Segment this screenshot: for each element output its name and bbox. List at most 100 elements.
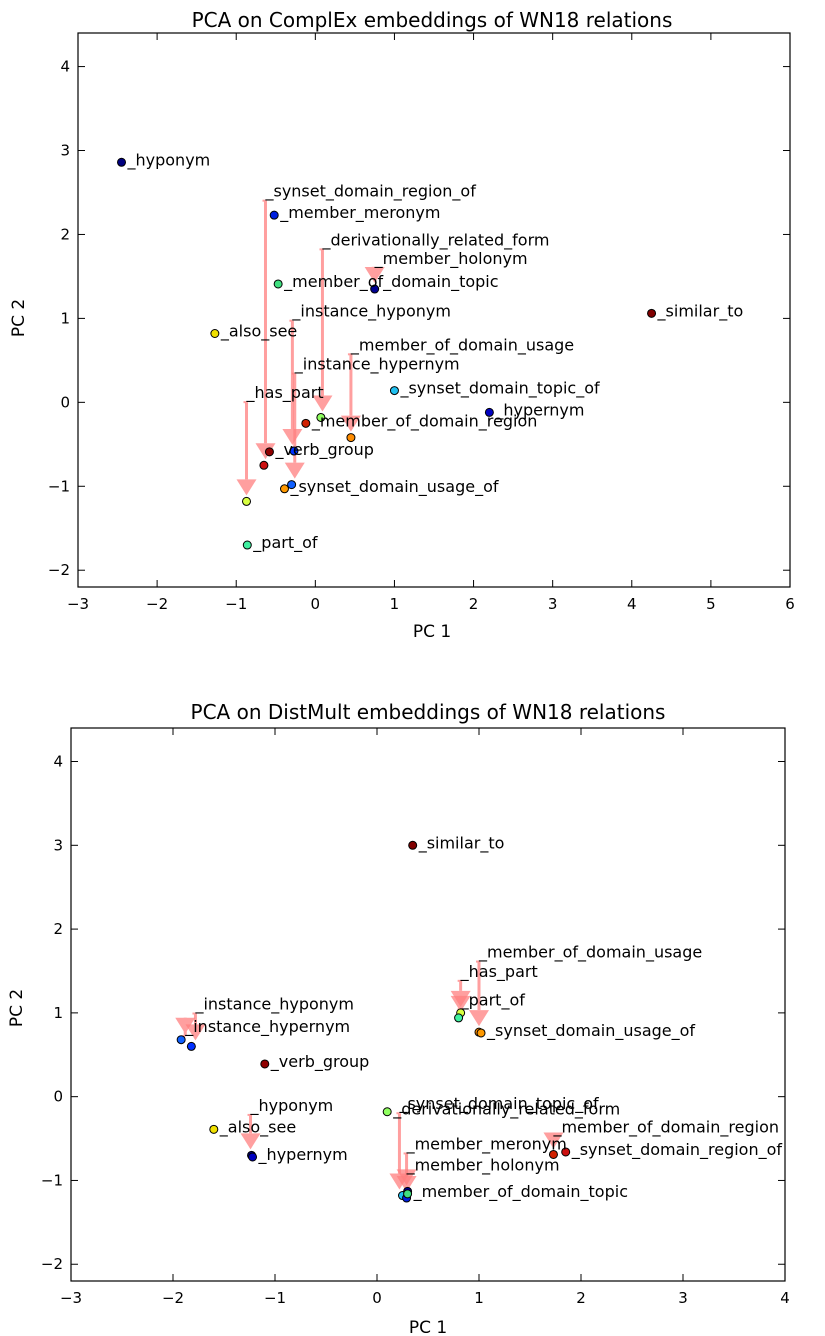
arrow-head <box>236 479 257 496</box>
point-label: _part_of <box>252 533 318 553</box>
x-tick-label: −3 <box>60 1289 82 1307</box>
point-label: _hypernym <box>258 1145 348 1165</box>
annotation-arrow <box>236 401 257 496</box>
plot-area: −3 −2 −1 0 1 2 3 4 5 6 −2 −1 0 1 2 3 4 _hyponym _synset_do… <box>48 32 795 613</box>
plot-frame <box>70 727 786 1282</box>
point-label: _instance_hypernym <box>294 355 460 375</box>
data-point <box>403 1189 413 1199</box>
arrow-head <box>543 1132 564 1149</box>
data-point <box>264 447 274 457</box>
annotation-arrow <box>364 266 385 284</box>
arrow-head <box>284 462 305 479</box>
y-tick-label: 4 <box>53 753 63 771</box>
y-tick-label: 1 <box>53 1004 63 1022</box>
data-point <box>316 412 326 422</box>
data-point <box>279 484 289 494</box>
data-point <box>210 329 220 339</box>
x-tick-label: 6 <box>785 595 795 613</box>
y-tick-label: 3 <box>60 142 70 160</box>
point-label: _member_holonym <box>406 1155 560 1175</box>
data-point <box>117 157 127 167</box>
data-point <box>346 433 356 443</box>
point-label: _similar_to <box>657 301 744 321</box>
point-label: _member_of_domain_region <box>552 1118 779 1138</box>
y-tick-label: 3 <box>53 836 63 854</box>
data-point <box>242 540 252 550</box>
x-axis-label: PC 1 <box>413 622 451 640</box>
x-tick-label: −2 <box>146 595 168 613</box>
point-label: _instance_hypernym <box>184 1017 350 1037</box>
x-tick-label: 1 <box>390 595 400 613</box>
point-label: _synset_domain_usage_of <box>289 477 498 497</box>
data-point <box>209 1124 219 1134</box>
point-label: _member_meronym <box>406 1134 567 1154</box>
y-axis-label: PC 2 <box>7 989 27 1027</box>
x-tick-label: −3 <box>67 595 89 613</box>
data-point <box>260 1059 270 1069</box>
x-tick-label: 0 <box>311 595 321 613</box>
annotation-arrow <box>240 1113 261 1150</box>
x-axis-label: PC 1 <box>409 1318 447 1336</box>
point-label: _synset_domain_region_of <box>264 182 476 202</box>
annotation-arrow <box>340 353 361 432</box>
data-point <box>176 1035 186 1045</box>
y-tick-label: 0 <box>53 1088 63 1106</box>
annotation-arrow <box>282 319 303 446</box>
data-point <box>287 480 297 490</box>
y-tick-label: 1 <box>60 309 70 327</box>
arrow-head <box>312 395 333 412</box>
y-tick-label: 0 <box>60 393 70 411</box>
x-tick-label: 5 <box>706 595 716 613</box>
data-point <box>248 1152 258 1162</box>
y-tick-label: −2 <box>41 1255 63 1273</box>
point-label: _has_part <box>246 383 324 403</box>
data-point <box>476 1028 486 1038</box>
point-label: _hyponym <box>250 1096 334 1116</box>
x-tick-label: −1 <box>225 595 247 613</box>
point-label: _instance_hyponym <box>194 995 354 1015</box>
data-point <box>301 418 311 428</box>
annotation-arrow <box>185 1012 206 1041</box>
x-tick-label: 4 <box>780 1289 790 1307</box>
plot-area: −3 −2 −1 0 1 2 3 4 −2 −1 0 1 2 3 4 _similar_to _member_o… <box>41 727 790 1307</box>
chart-title: PCA on DistMult embeddings of WN18 relat… <box>191 700 666 724</box>
data-point <box>186 1041 196 1051</box>
x-tick-label: 3 <box>548 595 558 613</box>
x-tick-label: 2 <box>469 595 479 613</box>
data-point <box>259 460 269 470</box>
point-label: _synset_domain_topic_of <box>398 1094 599 1114</box>
x-tick-label: −1 <box>264 1289 286 1307</box>
point-label: _also_see <box>219 1117 296 1137</box>
point-label: _member_of_domain_region <box>311 411 538 431</box>
data-point <box>273 279 283 289</box>
point-label: _member_holonym <box>374 249 528 269</box>
y-tick-label: 2 <box>53 920 63 938</box>
point-label: _synset_domain_topic_of <box>399 379 600 399</box>
x-tick-label: −2 <box>162 1289 184 1307</box>
data-point <box>242 496 252 506</box>
y-tick-label: −1 <box>48 477 70 495</box>
complex-pca-chart: PCA on ComplEx embeddings of WN18 relati… <box>9 8 795 640</box>
distmult-pca-chart: PCA on DistMult embeddings of WN18 relat… <box>7 700 790 1336</box>
data-point <box>269 210 279 220</box>
data-point <box>370 284 380 294</box>
point-label: _part_of <box>460 990 526 1010</box>
chart-title: PCA on ComplEx embeddings of WN18 relati… <box>192 8 673 32</box>
point-label: _member_of_domain_topic <box>413 1182 628 1202</box>
data-point <box>454 1013 464 1023</box>
annotation-arrow <box>312 248 333 412</box>
x-tick-label: 3 <box>678 1289 688 1307</box>
data-point <box>548 1149 558 1159</box>
point-label: _verb_group <box>270 1052 370 1072</box>
point-label: _derivationally_related_form <box>321 230 549 250</box>
data-point <box>484 407 494 417</box>
annotation-arrow <box>396 1169 417 1186</box>
y-tick-label: 4 <box>60 58 70 76</box>
point-label: _member_of_domain_topic <box>283 272 498 292</box>
y-tick-label: −1 <box>41 1171 63 1189</box>
point-label: _also_see <box>220 322 297 342</box>
point-label: _instance_hyponym <box>291 302 451 322</box>
point-label: _member_of_domain_usage <box>350 335 574 355</box>
data-point <box>389 386 399 396</box>
point-label: _hyponym <box>127 150 211 170</box>
